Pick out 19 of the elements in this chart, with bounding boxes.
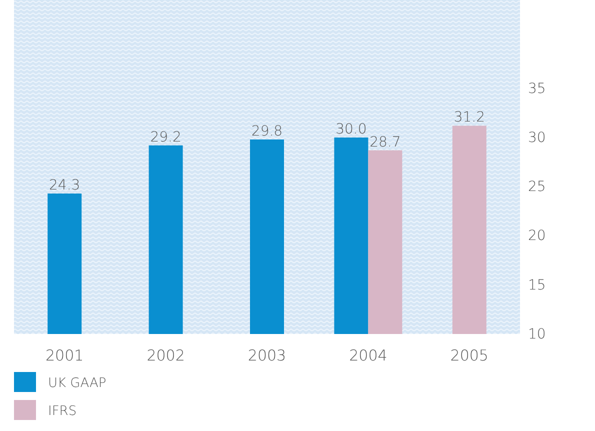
x-tick-label: 2001 [46,346,84,365]
y-tick-label: 30 [528,130,546,146]
x-tick-label: 2002 [146,346,185,365]
data-label: 24.3 [49,178,80,194]
y-tick-label: 25 [528,179,546,196]
x-tick-label: 2003 [248,346,286,365]
data-label: 29.8 [251,123,283,140]
y-tick-label: 20 [528,228,546,244]
data-label: 31.2 [454,110,485,126]
data-label: 30.0 [336,122,367,138]
y-tick-label: 15 [528,277,546,294]
data-label: 28.7 [370,134,401,150]
legend-label: UK GAAP [48,376,106,391]
y-tick-label: 10 [528,326,546,342]
x-tick-label: 2005 [450,346,488,365]
x-tick-label: 2004 [349,346,388,365]
data-label: 29.2 [150,129,182,146]
legend-label: IFRS [48,404,77,419]
y-tick-label: 35 [528,80,546,97]
